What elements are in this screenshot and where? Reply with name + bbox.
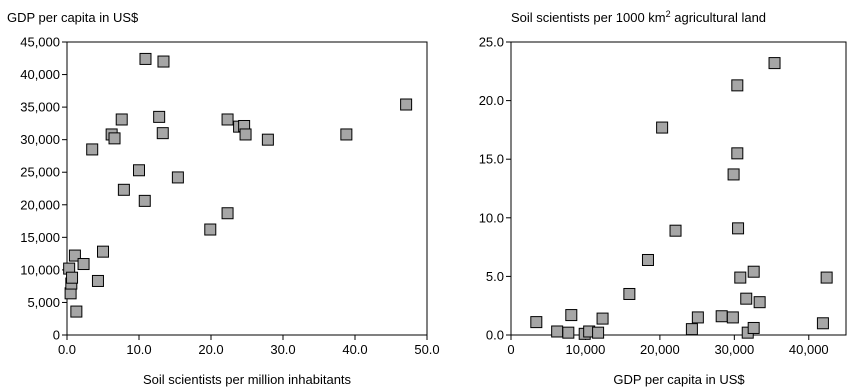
left-y-tick-label: 45,000 [20, 35, 60, 50]
right-data-point [669, 224, 682, 237]
left-data-point [108, 132, 121, 145]
left-x-tick-label: 10.0 [126, 342, 151, 357]
right-data-point [565, 309, 578, 322]
left-data-point [138, 194, 151, 207]
right-data-point [562, 326, 575, 339]
left-chart-x-axis-label: Soil scientists per million inhabitants [143, 372, 352, 387]
right-data-point [623, 287, 636, 300]
right-data-point [596, 312, 609, 325]
right-data-point [816, 317, 829, 330]
right-data-point [747, 265, 760, 278]
left-y-tick-label: 20,000 [20, 197, 60, 212]
right-data-point [641, 253, 654, 266]
left-data-point [221, 207, 234, 220]
left-y-tick-label: 15,000 [20, 230, 60, 245]
right-chart-title: Soil scientists per 1000 km2 agricultura… [511, 9, 766, 25]
left-data-point [68, 249, 81, 262]
right-data-point [820, 271, 833, 284]
left-y-tick-label: 25,000 [20, 165, 60, 180]
left-chart-title: GDP per capita in US$ [7, 10, 139, 25]
right-data-point [530, 316, 543, 329]
right-data-point [747, 321, 760, 334]
right-chart-title-main: Soil scientists per 1000 km [511, 10, 666, 25]
left-x-tick-label: 40.0 [342, 342, 367, 357]
right-plot-frame [510, 41, 847, 336]
right-x-tick-label: 10,000 [566, 342, 606, 357]
left-x-tick-label: 30.0 [270, 342, 295, 357]
right-data-point [740, 292, 753, 305]
right-plot-area: 0.0 5.0 10.0 15.0 20.0 25.0 0 10,000 20,000 30,00… [479, 35, 847, 357]
left-x-tick-label: 0.0 [58, 342, 76, 357]
left-x-tick-label: 50.0 [414, 342, 439, 357]
left-data-point [261, 133, 274, 146]
right-chart: Soil scientists per 1000 km2 agricultura… [479, 9, 847, 387]
left-data-point [66, 271, 79, 284]
right-data-point [731, 79, 744, 92]
right-data-point [734, 271, 747, 284]
right-data-point [731, 147, 744, 160]
left-y-tick-label: 5,000 [27, 295, 60, 310]
right-data-point [685, 323, 698, 336]
left-data-point [239, 128, 252, 141]
left-data-point [70, 305, 83, 318]
left-y-tick-label: 0 [53, 328, 60, 343]
right-data-point [753, 296, 766, 309]
left-y-tick-label: 35,000 [20, 100, 60, 115]
right-data-point [732, 222, 745, 235]
left-data-point [117, 183, 130, 196]
right-x-tick-label: 0 [507, 342, 514, 357]
right-y-tick-label: 20.0 [479, 93, 504, 108]
left-data-point [153, 110, 166, 123]
right-data-point [727, 168, 740, 181]
left-plot-area: 0 5,000 10,000 15,000 20,000 25,000 30,000 35,0… [20, 35, 439, 358]
left-data-point [139, 52, 152, 65]
left-data-point [400, 98, 413, 111]
left-data-point [204, 223, 217, 236]
right-chart-x-axis-label: GDP per capita in US$ [613, 372, 745, 387]
right-data-point [656, 121, 669, 134]
right-chart-title-superscript: 2 [666, 9, 671, 19]
left-y-tick-label: 30,000 [20, 132, 60, 147]
right-data-point [726, 311, 739, 324]
right-chart-title-rest: agricultural land [671, 10, 766, 25]
left-data-point [156, 127, 169, 140]
left-data-point [221, 113, 234, 126]
right-y-tick-label: 5.0 [486, 269, 504, 284]
right-y-tick-label: 10.0 [479, 210, 504, 225]
left-data-point [97, 245, 109, 258]
left-data-point [91, 274, 104, 287]
left-data-point [86, 143, 99, 156]
left-x-tick-label: 20.0 [198, 342, 223, 357]
left-data-point [133, 164, 145, 177]
left-data-point [77, 258, 90, 271]
left-data-point [340, 128, 353, 141]
right-data-point [592, 326, 605, 339]
left-y-tick-label: 10,000 [20, 262, 60, 277]
left-data-point [171, 171, 184, 184]
right-x-tick-label: 20,000 [640, 342, 680, 357]
right-data-point [691, 311, 704, 324]
right-x-tick-label: 40,000 [789, 342, 829, 357]
right-y-tick-label: 0.0 [486, 328, 504, 343]
left-data-point [115, 113, 128, 126]
left-chart: GDP per capita in US$ Soil scientists pe… [7, 10, 440, 387]
right-data-point [715, 310, 728, 323]
right-y-tick-label: 25.0 [479, 35, 504, 50]
right-data-point [551, 325, 564, 338]
right-data-point [768, 57, 781, 70]
left-data-point [157, 55, 170, 68]
left-plot-frame [66, 41, 428, 336]
left-y-tick-label: 40,000 [20, 67, 60, 82]
right-y-tick-label: 15.0 [479, 152, 504, 167]
right-x-tick-label: 30,000 [714, 342, 754, 357]
